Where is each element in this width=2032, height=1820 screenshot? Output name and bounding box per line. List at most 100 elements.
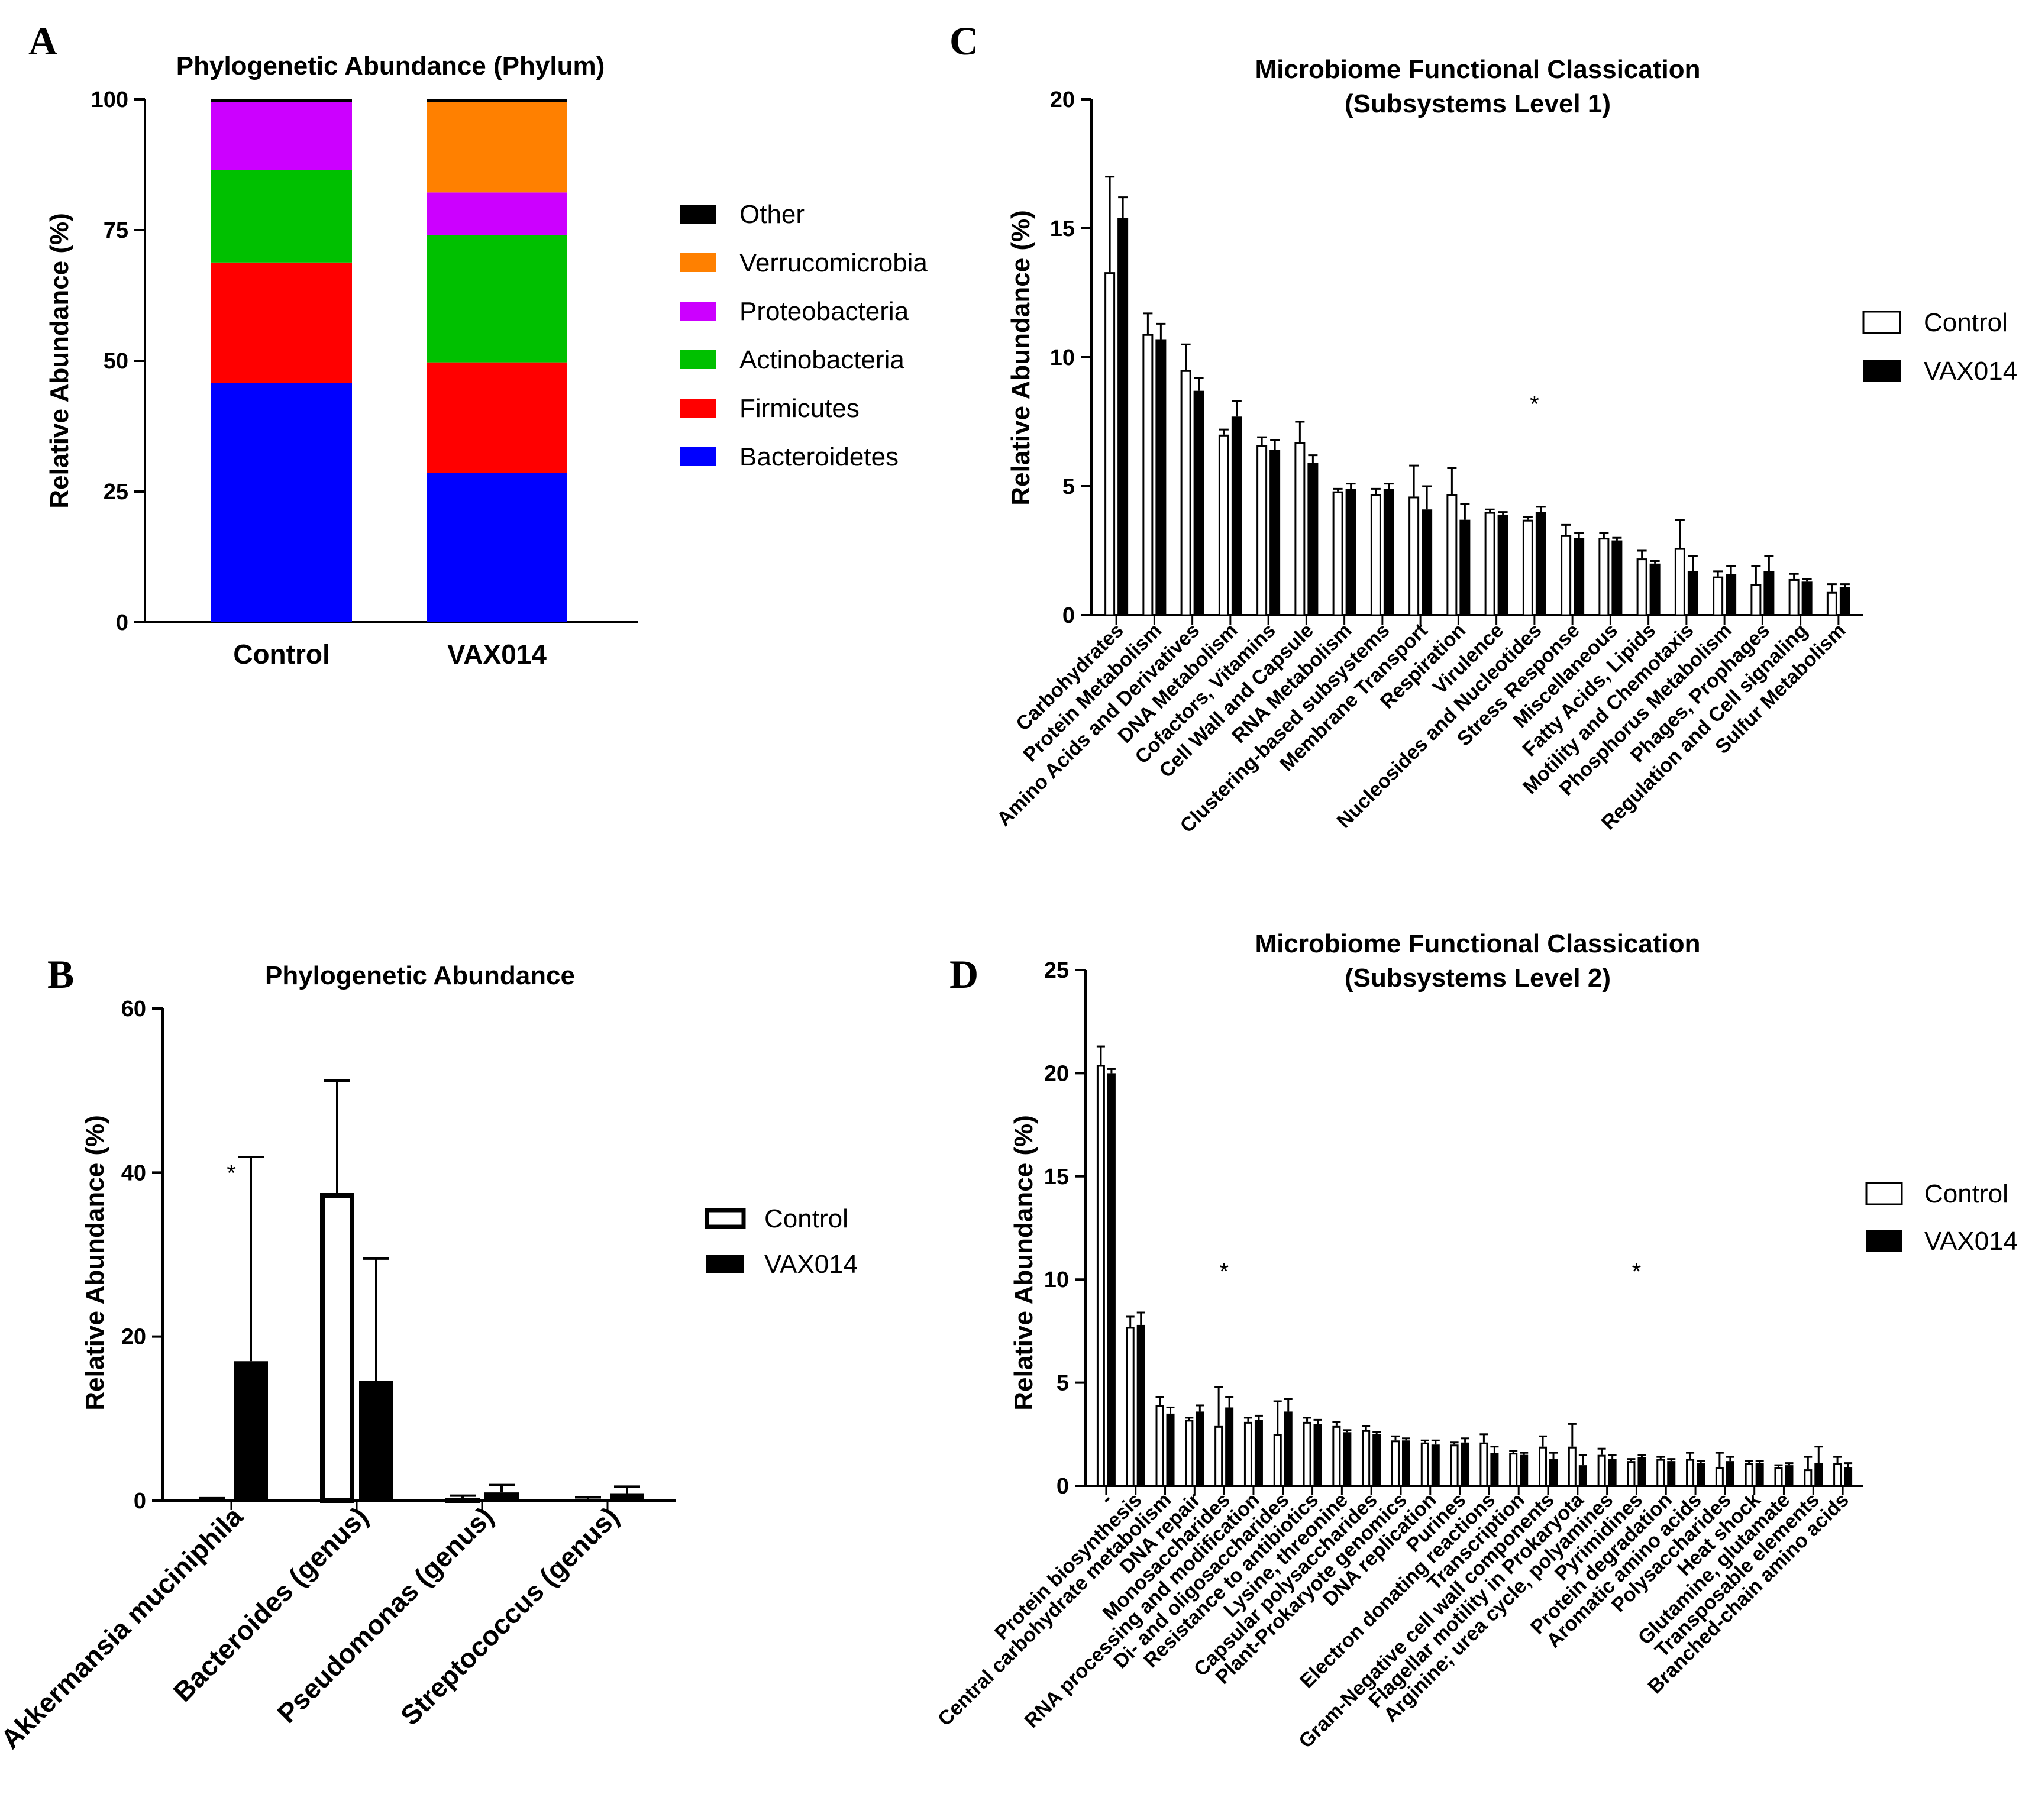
bar-carbohydrates-control — [1104, 272, 1116, 616]
y-tick-label: 15 — [1044, 1165, 1069, 1189]
bar-sulfur-metabolism-control — [1826, 591, 1837, 616]
legend-label-other: Other — [739, 200, 805, 229]
y-tick-label: 75 — [104, 218, 128, 243]
bar-purines-vax014 — [1461, 1442, 1469, 1486]
bar-flagellar-motility-in-prokaryota-control — [1568, 1446, 1577, 1487]
bar-flagellar-motility-in-prokaryota-vax014 — [1578, 1465, 1587, 1486]
bar-rna-metabolism-vax014 — [1345, 489, 1356, 615]
legend-label-vax014: VAX014 — [1924, 1227, 2018, 1256]
bar-nucleosides-and-nucleotides-vax014 — [1535, 512, 1546, 615]
bar-plant-prokaryote-genomics-control — [1391, 1440, 1400, 1487]
bar-purines-control — [1450, 1444, 1459, 1487]
bar-branched-chain-amino-acids-vax014 — [1844, 1467, 1853, 1486]
bar-respiration-vax014 — [1459, 519, 1471, 615]
panel-letter-a: A — [28, 18, 57, 63]
legend-swatch-actinobacteria — [680, 350, 716, 369]
legend-label-control: Control — [1924, 1179, 2008, 1208]
panel-a-y-axis-label: Relative Abundance (%) — [45, 213, 74, 509]
bar-motility-and-chemotaxis-vax014 — [1687, 571, 1698, 615]
bar-respiration-control — [1446, 494, 1458, 616]
bar-rna-metabolism-control — [1332, 491, 1343, 616]
bar-glutamine-glutamate-vax014 — [1785, 1465, 1794, 1486]
bar-lysine-threonine-control — [1332, 1425, 1341, 1487]
significance-star: * — [227, 1160, 236, 1186]
bar-cofactors-vitamins-control — [1256, 445, 1268, 616]
bar-stress-response-control — [1561, 535, 1572, 616]
bar-streptococcus-genus-vax014 — [610, 1493, 644, 1501]
legend-swatch-vax014 — [706, 1255, 744, 1273]
y-tick-label: 25 — [1044, 958, 1069, 983]
y-tick-label: 15 — [1050, 216, 1075, 241]
bar-arginine-urea-cycle-polyamines-control — [1597, 1454, 1606, 1487]
panel-b-title: Phylogenetic Abundance — [265, 961, 575, 990]
bar-heat-shock-control — [1745, 1463, 1753, 1487]
bar-monosaccharides-control — [1214, 1425, 1223, 1487]
bar-dna-repair-control — [1185, 1420, 1194, 1487]
panel-d-title: Microbiome Functional Classication — [1255, 929, 1700, 958]
bar-protein-metabolism-vax014 — [1155, 339, 1167, 615]
bar-protein-degradation-vax014 — [1667, 1461, 1676, 1486]
bar-regulation-and-cell-signaling-control — [1788, 578, 1800, 616]
legend-swatch-proteobacteria — [680, 302, 716, 321]
y-tick-label: 5 — [1057, 1371, 1069, 1396]
bar-gram-negative-cell-wall-components-vax014 — [1549, 1459, 1558, 1486]
bar-phages-prophages-vax014 — [1763, 571, 1775, 615]
bar-carbohydrates-vax014 — [1117, 218, 1129, 615]
bar-membrane-transport-vax014 — [1422, 509, 1433, 615]
bar-motility-and-chemotaxis-control — [1674, 548, 1685, 616]
y-tick-label: 20 — [1050, 88, 1075, 112]
bar-vax014-other — [427, 99, 567, 102]
bar-virulence-vax014 — [1497, 514, 1508, 615]
bar-protein-biosynthesis-control — [1126, 1327, 1135, 1487]
legend-swatch-bacteroidetes — [680, 447, 716, 466]
legend-label-firmicutes: Firmicutes — [739, 394, 860, 423]
bar-nucleosides-and-nucleotides-control — [1522, 519, 1533, 616]
bar-sulfur-metabolism-vax014 — [1839, 587, 1850, 615]
panel-a-chart: Phylogenetic Abundance (Phylum) Relative… — [45, 51, 928, 670]
panel-a-title: Phylogenetic Abundance (Phylum) — [176, 51, 605, 80]
bar-pseudomonas-genus-vax014 — [484, 1492, 519, 1501]
legend-label-proteobacteria: Proteobacteria — [739, 297, 909, 326]
bar-transposable-elements-control — [1804, 1469, 1813, 1487]
bar-control-firmicutes — [211, 262, 352, 383]
bar-dash-vax014 — [1107, 1073, 1116, 1486]
bar-electron-donating-reactions-vax014 — [1490, 1453, 1499, 1486]
bar-vax014-verrucomicrobia — [427, 102, 567, 193]
legend-swatch-verrucomicrobia — [680, 253, 716, 272]
bar-rna-processing-and-modification-control — [1243, 1421, 1252, 1487]
y-tick-label: 100 — [91, 88, 128, 112]
bar-rna-processing-and-modification-vax014 — [1254, 1420, 1263, 1486]
legend-swatch-firmicutes — [680, 399, 716, 418]
y-tick-label: 25 — [104, 480, 128, 505]
bar-dna-metabolism-control — [1218, 434, 1229, 616]
bar-control-proteobacteria — [211, 102, 352, 170]
bar-transcription-control — [1509, 1453, 1518, 1487]
y-tick-label: 0 — [134, 1489, 146, 1514]
bar-heat-shock-vax014 — [1755, 1463, 1764, 1486]
y-tick-label: 10 — [1044, 1268, 1069, 1292]
bar-gram-negative-cell-wall-components-control — [1539, 1446, 1548, 1487]
bar-bacteroides-genus-vax014 — [359, 1381, 393, 1501]
bar-miscellaneous-control — [1598, 538, 1610, 616]
bar-fatty-acids-lipids-control — [1636, 558, 1647, 616]
legend-swatch-control — [705, 1208, 746, 1229]
bar-stress-response-vax014 — [1574, 538, 1585, 615]
bar-pyrimidines-vax014 — [1637, 1457, 1646, 1486]
bar-central-carbohydrate-metabolism-vax014 — [1166, 1413, 1175, 1486]
bar-cell-wall-and-capsule-vax014 — [1307, 463, 1319, 615]
bar-membrane-transport-control — [1408, 496, 1420, 616]
legend-label-bacteroidetes: Bacteroidetes — [739, 442, 899, 471]
y-tick-label: 10 — [1050, 345, 1075, 370]
legend-label-control: Control — [764, 1204, 848, 1233]
significance-star: * — [1219, 1259, 1229, 1285]
bar-di-and-oligosaccharides-vax014 — [1284, 1411, 1293, 1486]
bar-aromatic-amino-acids-control — [1686, 1459, 1695, 1487]
bar-protein-degradation-control — [1656, 1459, 1665, 1487]
bar-phosphorus-metabolism-control — [1713, 576, 1724, 616]
panel-d-y-axis-label: Relative Abundance (%) — [1009, 1115, 1038, 1411]
bar-dna-replication-control — [1420, 1442, 1429, 1487]
bar-vax014-actinobacteria — [427, 235, 567, 363]
y-tick-label: 60 — [121, 997, 146, 1021]
legend-swatch-control — [1862, 311, 1901, 334]
legend-label-vax014: VAX014 — [1924, 357, 2017, 386]
